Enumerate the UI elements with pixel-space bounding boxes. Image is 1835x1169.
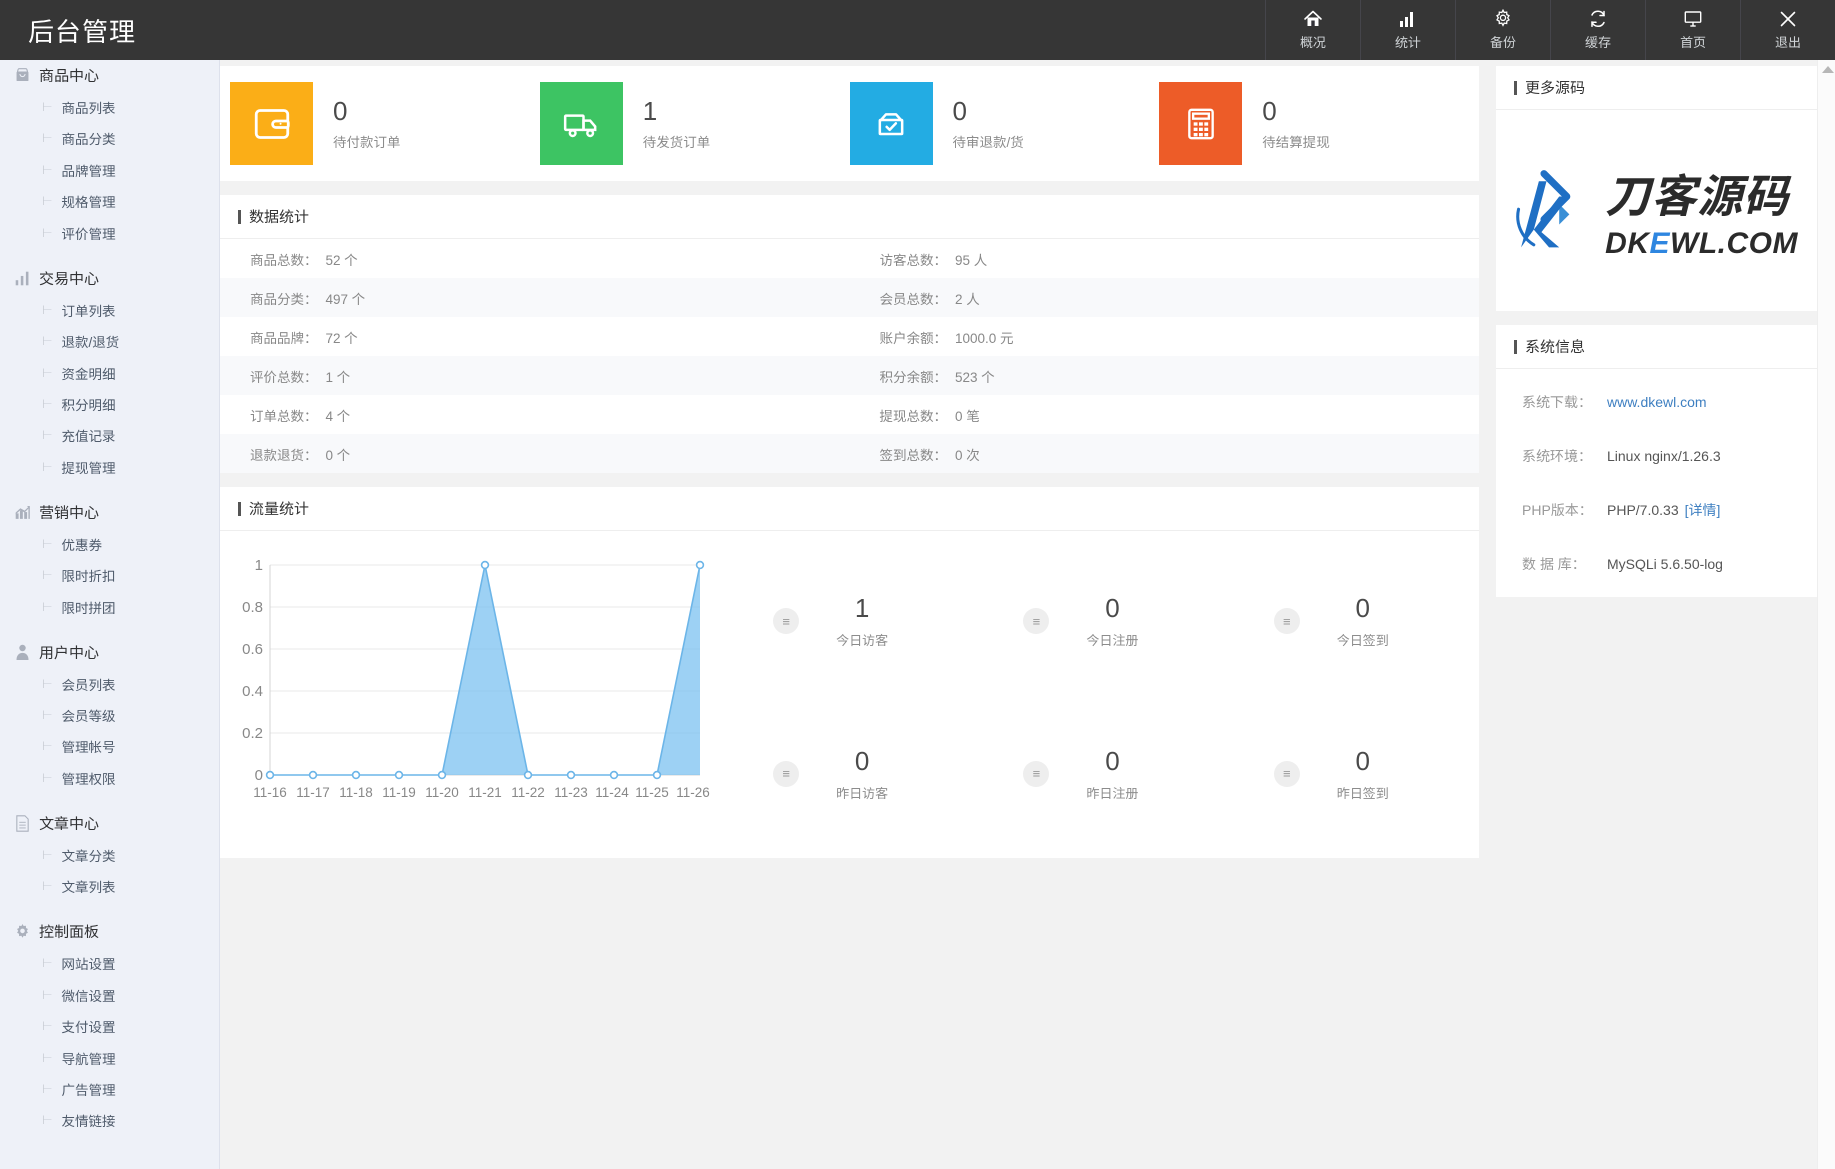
svg-text:11-18: 11-18 bbox=[339, 785, 373, 800]
svg-text:11-26: 11-26 bbox=[676, 785, 710, 800]
svg-text:11-19: 11-19 bbox=[382, 785, 416, 800]
svg-text:11-25: 11-25 bbox=[635, 785, 669, 800]
svg-text:0: 0 bbox=[255, 767, 263, 784]
svg-text:0.8: 0.8 bbox=[242, 599, 263, 616]
svg-text:1: 1 bbox=[255, 557, 263, 574]
svg-text:0.6: 0.6 bbox=[242, 641, 263, 658]
svg-text:11-24: 11-24 bbox=[595, 785, 629, 800]
svg-text:11-23: 11-23 bbox=[554, 785, 588, 800]
svg-text:0.2: 0.2 bbox=[242, 725, 263, 742]
svg-text:11-17: 11-17 bbox=[296, 785, 330, 800]
svg-text:11-21: 11-21 bbox=[468, 785, 502, 800]
svg-text:11-16: 11-16 bbox=[253, 785, 287, 800]
svg-text:0.4: 0.4 bbox=[242, 683, 263, 700]
svg-text:11-22: 11-22 bbox=[511, 785, 545, 800]
svg-text:11-20: 11-20 bbox=[425, 785, 459, 800]
